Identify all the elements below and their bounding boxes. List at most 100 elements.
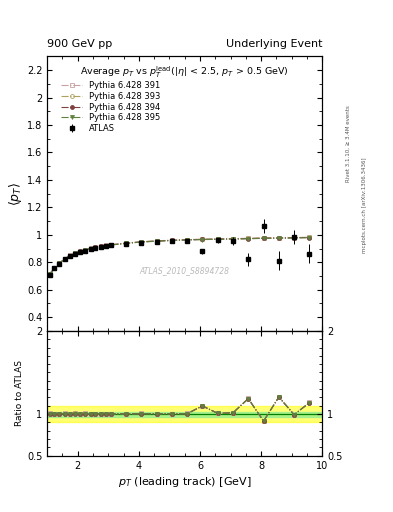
Pythia 6.428 391 [73, 250, 77, 256]
Pythia 6.428 394 [169, 238, 174, 244]
Pythia 6.428 394 [62, 256, 67, 262]
Pythia 6.428 393 [88, 245, 93, 251]
Pythia 6.428 395 [47, 271, 52, 278]
Text: ATLAS_2010_S8894728: ATLAS_2010_S8894728 [140, 266, 230, 275]
Pythia 6.428 395 [261, 236, 266, 242]
Pythia 6.428 395 [124, 240, 129, 246]
Pythia 6.428 394 [124, 240, 129, 246]
Pythia 6.428 391 [52, 265, 57, 271]
Line: Pythia 6.428 391: Pythia 6.428 391 [48, 236, 311, 276]
Pythia 6.428 393 [154, 238, 159, 244]
Pythia 6.428 393 [68, 252, 72, 259]
Pythia 6.428 395 [88, 246, 93, 252]
Pythia 6.428 395 [139, 239, 144, 245]
Pythia 6.428 393 [52, 265, 57, 271]
Pythia 6.428 395 [73, 250, 77, 257]
Pythia 6.428 393 [292, 234, 296, 241]
Text: Underlying Event: Underlying Event [226, 38, 322, 49]
Pythia 6.428 393 [277, 235, 281, 241]
Pythia 6.428 395 [68, 253, 72, 259]
Pythia 6.428 394 [307, 234, 312, 241]
Pythia 6.428 393 [124, 240, 129, 246]
Pythia 6.428 393 [185, 237, 189, 243]
Pythia 6.428 395 [246, 236, 251, 242]
Pythia 6.428 395 [307, 234, 312, 241]
Pythia 6.428 391 [88, 245, 93, 251]
Pythia 6.428 395 [103, 243, 108, 249]
Legend: Pythia 6.428 391, Pythia 6.428 393, Pythia 6.428 394, Pythia 6.428 395, ATLAS: Pythia 6.428 391, Pythia 6.428 393, Pyth… [60, 80, 162, 135]
Pythia 6.428 391 [292, 234, 296, 241]
Pythia 6.428 393 [103, 243, 108, 249]
Pythia 6.428 393 [83, 247, 88, 253]
Pythia 6.428 394 [277, 235, 281, 241]
Pythia 6.428 393 [215, 236, 220, 242]
Pythia 6.428 394 [57, 260, 62, 266]
Pythia 6.428 391 [62, 255, 67, 262]
Text: Rivet 3.1.10, ≥ 3.4M events: Rivet 3.1.10, ≥ 3.4M events [346, 105, 351, 182]
Pythia 6.428 391 [169, 237, 174, 243]
Pythia 6.428 394 [73, 250, 77, 257]
Pythia 6.428 394 [108, 242, 113, 248]
Pythia 6.428 395 [57, 260, 62, 266]
Pythia 6.428 391 [83, 247, 88, 253]
Pythia 6.428 393 [108, 242, 113, 248]
Pythia 6.428 391 [78, 248, 83, 254]
Pythia 6.428 393 [98, 243, 103, 249]
Pythia 6.428 394 [215, 236, 220, 242]
Pythia 6.428 394 [200, 237, 205, 243]
Pythia 6.428 391 [200, 236, 205, 242]
Pythia 6.428 394 [246, 236, 251, 242]
Pythia 6.428 394 [78, 248, 83, 254]
Pythia 6.428 394 [231, 236, 235, 242]
Pythia 6.428 391 [185, 237, 189, 243]
Pythia 6.428 393 [307, 234, 312, 241]
Pythia 6.428 391 [124, 240, 129, 246]
Pythia 6.428 394 [185, 237, 189, 243]
Pythia 6.428 391 [215, 236, 220, 242]
Bar [47, 406, 322, 422]
Line: Pythia 6.428 395: Pythia 6.428 395 [48, 236, 311, 276]
Pythia 6.428 394 [88, 245, 93, 251]
Pythia 6.428 393 [200, 236, 205, 242]
Pythia 6.428 394 [261, 235, 266, 241]
Pythia 6.428 395 [78, 248, 83, 254]
Pythia 6.428 394 [83, 247, 88, 253]
Pythia 6.428 393 [261, 235, 266, 241]
Pythia 6.428 391 [277, 234, 281, 241]
Pythia 6.428 391 [246, 235, 251, 241]
Pythia 6.428 391 [261, 235, 266, 241]
Pythia 6.428 394 [139, 239, 144, 245]
Pythia 6.428 395 [185, 237, 189, 243]
Pythia 6.428 395 [62, 256, 67, 262]
Pythia 6.428 393 [231, 236, 235, 242]
Pythia 6.428 394 [52, 265, 57, 271]
X-axis label: $p_T$ (leading track) [GeV]: $p_T$ (leading track) [GeV] [118, 475, 252, 489]
Pythia 6.428 394 [98, 243, 103, 249]
Pythia 6.428 393 [139, 239, 144, 245]
Pythia 6.428 393 [62, 255, 67, 262]
Pythia 6.428 394 [103, 243, 108, 249]
Pythia 6.428 393 [57, 260, 62, 266]
Pythia 6.428 395 [52, 265, 57, 271]
Pythia 6.428 395 [292, 235, 296, 241]
Y-axis label: Ratio to ATLAS: Ratio to ATLAS [15, 360, 24, 426]
Pythia 6.428 391 [103, 242, 108, 248]
Pythia 6.428 393 [73, 250, 77, 256]
Bar [47, 412, 322, 417]
Pythia 6.428 395 [231, 236, 235, 242]
Pythia 6.428 395 [83, 247, 88, 253]
Pythia 6.428 393 [78, 248, 83, 254]
Pythia 6.428 395 [169, 238, 174, 244]
Pythia 6.428 393 [169, 237, 174, 243]
Pythia 6.428 391 [57, 260, 62, 266]
Pythia 6.428 395 [154, 238, 159, 244]
Pythia 6.428 391 [231, 236, 235, 242]
Pythia 6.428 394 [93, 244, 98, 250]
Pythia 6.428 393 [246, 236, 251, 242]
Pythia 6.428 395 [108, 242, 113, 248]
Pythia 6.428 391 [154, 238, 159, 244]
Pythia 6.428 395 [98, 244, 103, 250]
Pythia 6.428 391 [47, 271, 52, 277]
Pythia 6.428 395 [93, 244, 98, 250]
Pythia 6.428 395 [200, 237, 205, 243]
